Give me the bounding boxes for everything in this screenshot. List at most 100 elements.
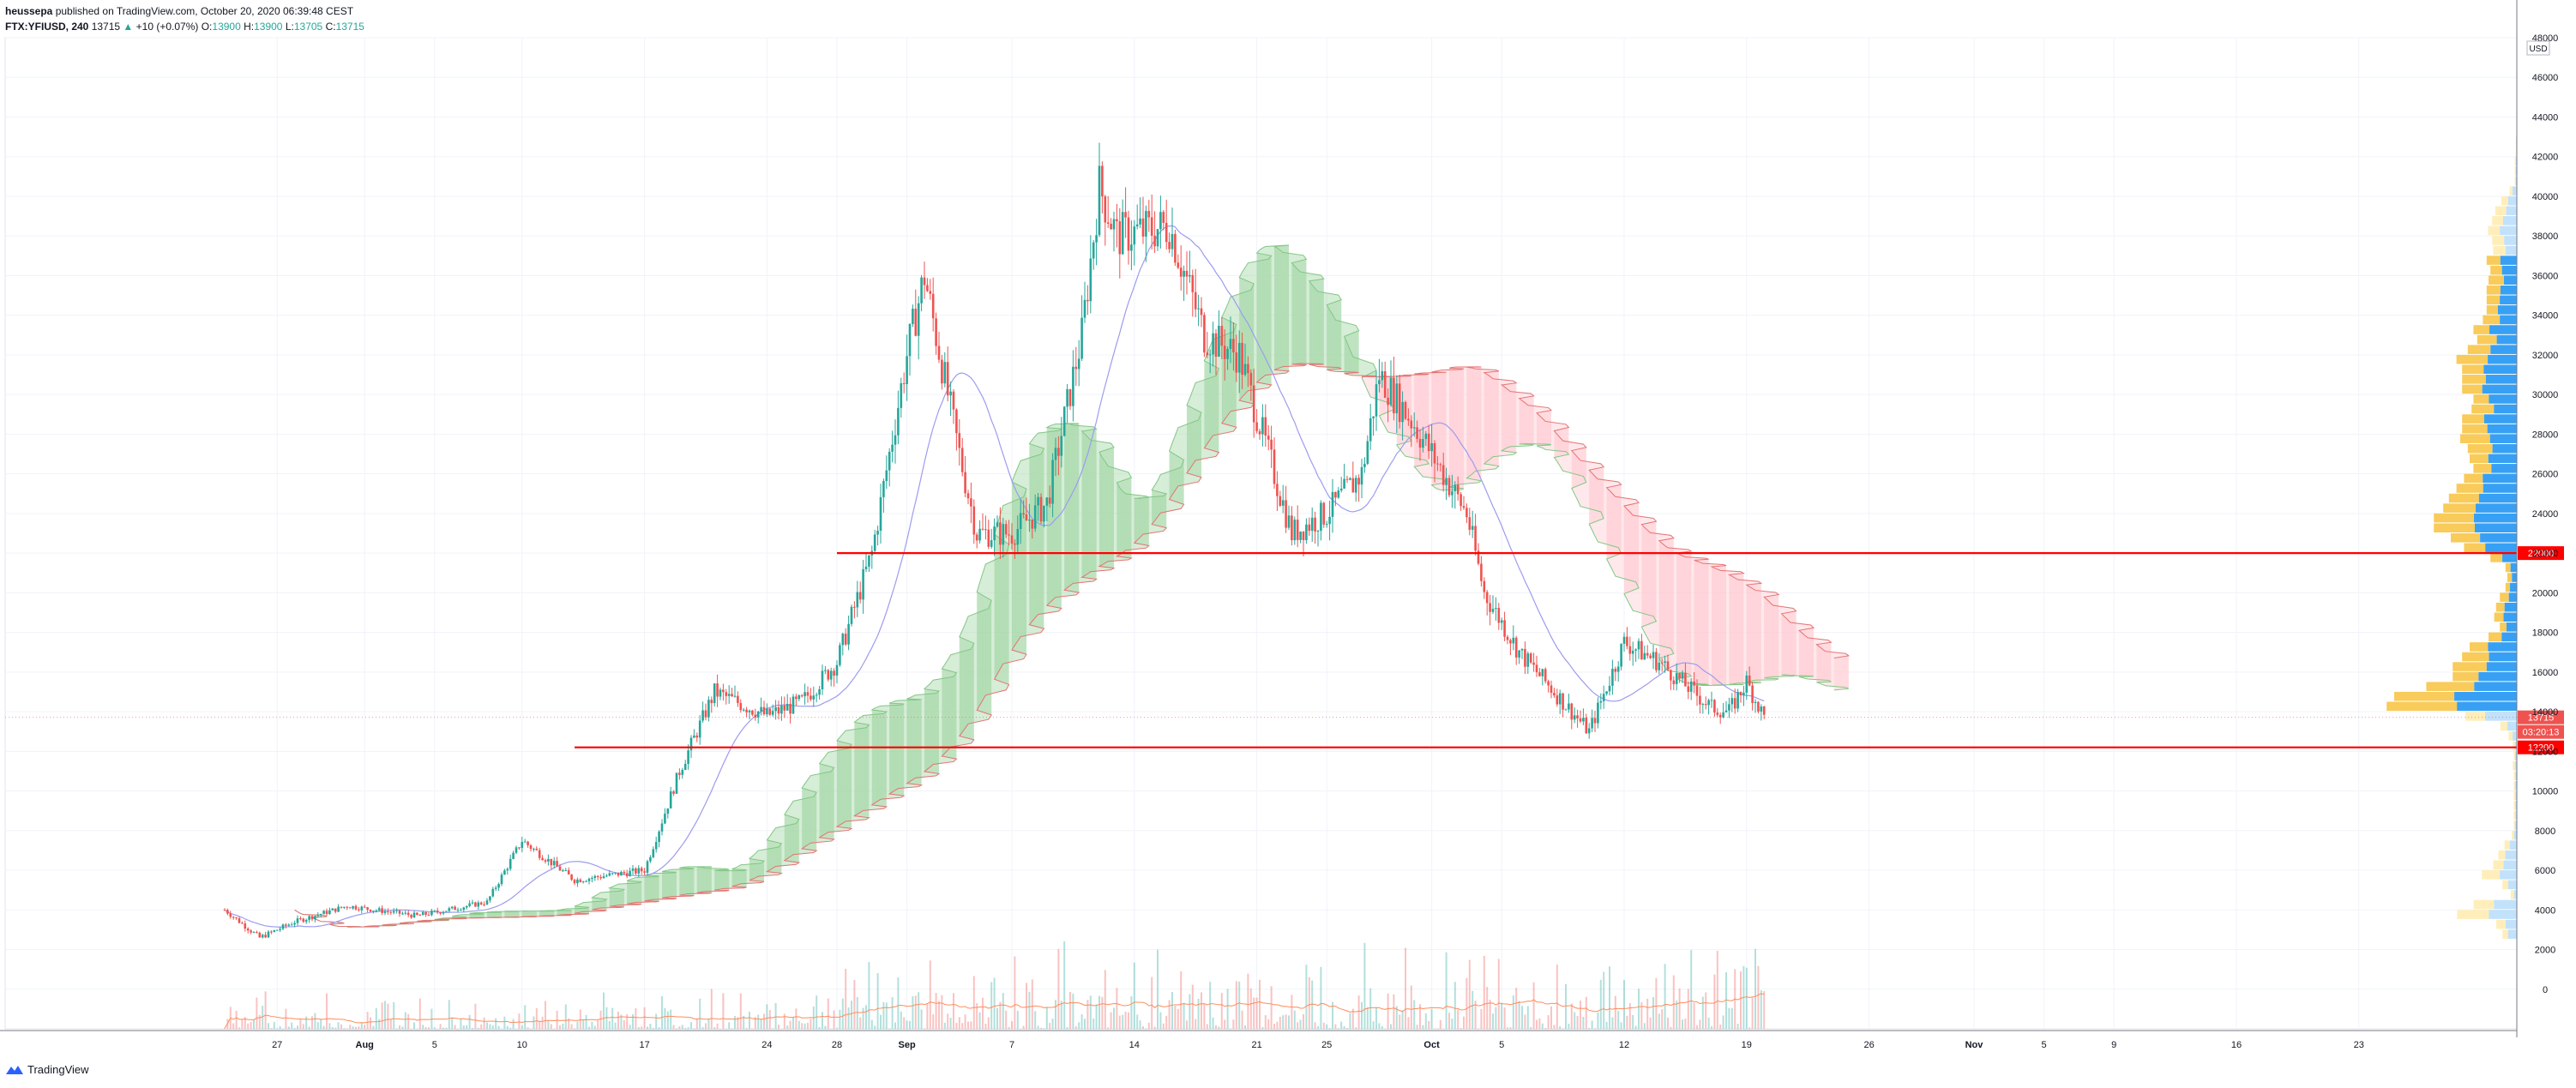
vp-bar-up bbox=[2494, 404, 2517, 414]
candle-body bbox=[331, 908, 334, 911]
candle-body bbox=[1237, 342, 1241, 373]
candle-body bbox=[558, 866, 562, 871]
candle-body bbox=[766, 708, 768, 715]
cloud-segment bbox=[860, 715, 864, 813]
cloud-segment bbox=[944, 659, 948, 754]
candle-body bbox=[1389, 377, 1393, 406]
currency-box bbox=[2526, 40, 2550, 56]
vp-bar-down bbox=[2462, 414, 2484, 424]
candle-body bbox=[1695, 685, 1699, 696]
candle-body bbox=[900, 383, 903, 408]
volume-bar bbox=[1559, 1025, 1562, 1029]
volume-bar bbox=[1591, 1020, 1593, 1029]
candle-body bbox=[1325, 524, 1328, 526]
candle-body bbox=[1451, 490, 1454, 496]
cloud-segment bbox=[1502, 384, 1505, 451]
candle-body bbox=[1171, 233, 1174, 249]
y-tick-label: 2000 bbox=[2535, 946, 2555, 956]
vp-bar-down bbox=[2514, 166, 2516, 176]
cloud-segment bbox=[1504, 387, 1508, 449]
candle-body bbox=[450, 906, 454, 909]
candle-body bbox=[521, 842, 524, 849]
volume-bar bbox=[1180, 971, 1183, 1029]
time-axis[interactable]: 27 Aug 5 10 17 24 28 Sep 7 14 21 25 Oct 5 12 19 26 Nov 5 9 1… bbox=[0, 1030, 2517, 1050]
volume-bar bbox=[366, 1012, 369, 1029]
vp-bar-up bbox=[2487, 424, 2517, 434]
volume-bar bbox=[1209, 982, 1212, 1029]
volume-bar bbox=[987, 1017, 990, 1029]
candle-body bbox=[1512, 637, 1515, 644]
candle-body bbox=[1678, 673, 1681, 679]
candle-body bbox=[912, 309, 914, 324]
volume-bar bbox=[637, 1026, 640, 1029]
candle-body bbox=[791, 696, 795, 714]
cloud-segment bbox=[498, 911, 502, 918]
volume-bar bbox=[262, 1006, 264, 1029]
volume-bar bbox=[608, 1020, 611, 1029]
candle-body bbox=[701, 710, 704, 721]
volume-bar bbox=[413, 1022, 415, 1029]
cloud-segment bbox=[1712, 565, 1726, 686]
volume-bar bbox=[305, 1016, 308, 1029]
cloud-segment bbox=[1527, 405, 1549, 445]
vp-bar-down bbox=[2426, 682, 2475, 691]
volume-bar bbox=[1355, 1027, 1357, 1029]
vp-bar-up bbox=[2474, 523, 2517, 532]
vp-bar-down bbox=[2510, 890, 2514, 899]
volume-bar bbox=[818, 1026, 821, 1029]
vp-bar-up bbox=[2483, 414, 2517, 424]
volume-bar bbox=[1165, 1015, 1168, 1029]
volume-bar bbox=[1643, 1023, 1646, 1029]
candle-body bbox=[999, 522, 1002, 545]
candle-body bbox=[1191, 274, 1195, 292]
cloud-segment bbox=[1050, 424, 1053, 603]
cloud-segment bbox=[1697, 561, 1700, 686]
volume-bar bbox=[1322, 1022, 1325, 1029]
candle-body bbox=[1454, 484, 1457, 491]
candle-body bbox=[596, 875, 599, 878]
volume-bar bbox=[722, 993, 725, 1029]
x-tick-label: 23 bbox=[2354, 1040, 2364, 1050]
candle-body bbox=[293, 923, 296, 925]
volume-bar bbox=[882, 1001, 885, 1029]
candle-body bbox=[1751, 685, 1754, 703]
cloud-segment bbox=[1466, 366, 1482, 481]
tradingview-brand: TradingView bbox=[27, 1063, 89, 1076]
vp-bar-down bbox=[2465, 712, 2486, 721]
candle-body bbox=[1116, 219, 1118, 222]
cloud-segment bbox=[665, 869, 668, 898]
cloud-segment bbox=[557, 910, 560, 916]
vp-bar-down bbox=[2453, 671, 2479, 682]
volume-bar bbox=[789, 1020, 791, 1029]
volume-bar bbox=[232, 1023, 235, 1029]
volume-bar bbox=[707, 1019, 710, 1029]
candle-body bbox=[1179, 267, 1183, 277]
volume-bar bbox=[1279, 1016, 1281, 1029]
symbol-label[interactable]: FTX:YFIUSD, 240 bbox=[5, 21, 89, 33]
cloud-segment bbox=[1321, 274, 1324, 365]
candle-body bbox=[1375, 384, 1378, 417]
volume-bar bbox=[1556, 964, 1558, 1029]
candle-body bbox=[1226, 348, 1229, 359]
volume-bar bbox=[401, 1026, 404, 1029]
tradingview-logo[interactable]: TradingView bbox=[5, 1063, 89, 1076]
volume-bar bbox=[845, 968, 847, 1029]
volume-bar bbox=[670, 1009, 672, 1029]
volume-bar bbox=[1661, 1009, 1664, 1029]
volume-bar bbox=[745, 1027, 748, 1029]
vp-bar-down bbox=[2486, 295, 2501, 305]
vp-bar-up bbox=[2489, 652, 2517, 662]
candle-body bbox=[1579, 718, 1582, 722]
candle-body bbox=[256, 932, 258, 934]
candle-body bbox=[354, 905, 358, 910]
price-axis[interactable]: 0200040006000800010000120001400016000180… bbox=[2516, 0, 2558, 1037]
cloud-segment bbox=[1542, 418, 1546, 450]
symbol-info: FTX:YFIUSD, 240 13715 ▲ +10 (+0.07%) O:1… bbox=[5, 19, 364, 34]
author-name[interactable]: heussepa bbox=[5, 5, 53, 17]
volume-bar bbox=[1448, 1013, 1450, 1029]
volume-bar bbox=[1104, 970, 1106, 1029]
volume-bar bbox=[1011, 1021, 1013, 1029]
candle-body bbox=[762, 706, 766, 715]
